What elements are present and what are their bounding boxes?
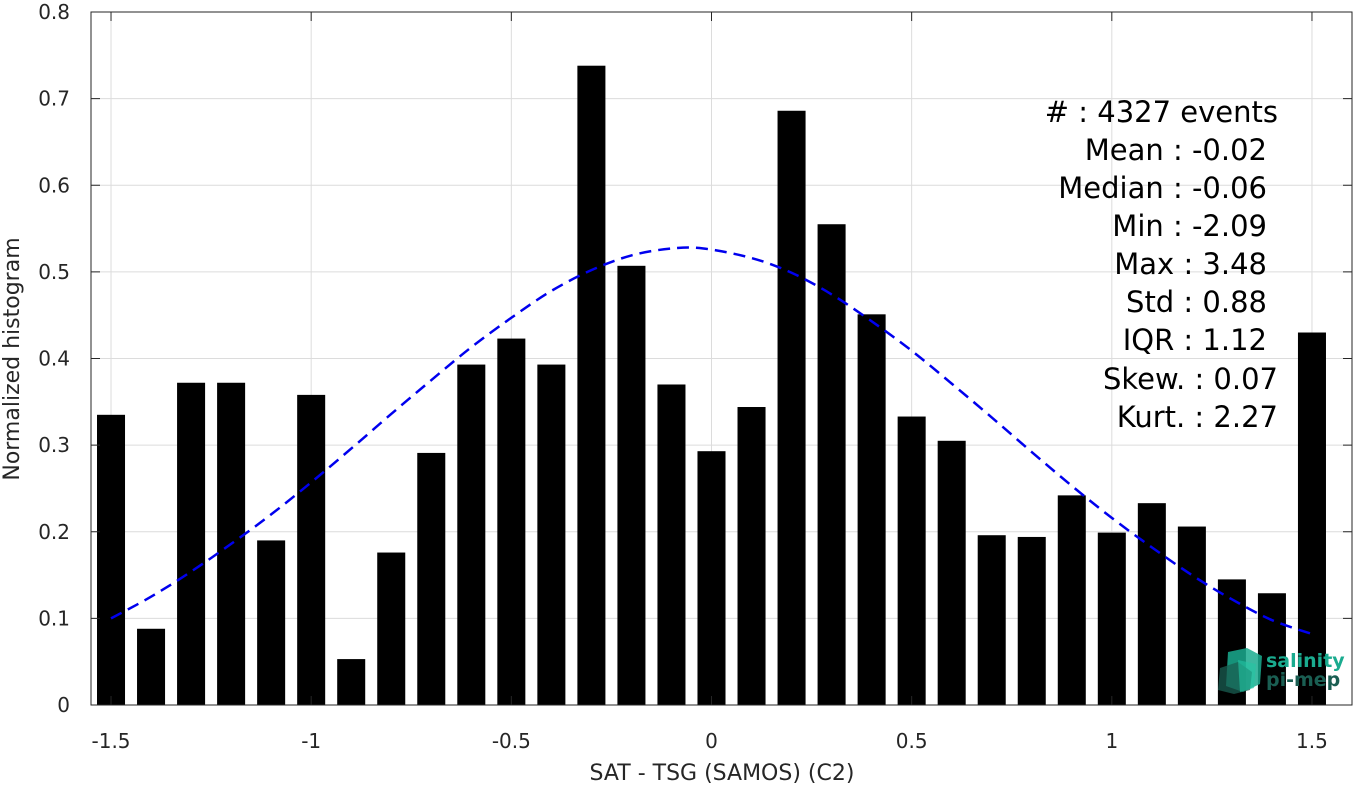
x-tick-labels: -1.5 -1 -0.5 0 0.5 1 1.5 xyxy=(92,729,1328,753)
histogram-bar xyxy=(977,535,1006,705)
y-tick-label: 0.7 xyxy=(38,87,70,111)
histogram-bar xyxy=(897,416,926,705)
x-tick-label: 0 xyxy=(705,729,718,753)
histogram-bar xyxy=(737,407,766,705)
histogram-bar xyxy=(777,110,806,705)
stat-iqr: IQR : 1.12 xyxy=(1123,323,1267,357)
histogram-bar xyxy=(657,384,686,705)
stat-events: # : 4327 events xyxy=(1045,95,1278,129)
y-tick-label: 0.4 xyxy=(38,347,70,371)
salinity-pi-mep-logo: salinity pi-mep xyxy=(1218,648,1345,694)
histogram-bar xyxy=(537,364,566,705)
histogram-bar xyxy=(817,224,846,705)
histogram-bar xyxy=(457,364,486,705)
histogram-bar xyxy=(297,394,326,705)
x-tick-label: 1 xyxy=(1105,729,1118,753)
y-tick-label: 0.2 xyxy=(38,520,70,544)
histogram-bar xyxy=(937,440,966,705)
logo-cube-icon xyxy=(1218,648,1262,694)
histogram-bar xyxy=(177,382,206,705)
histogram-bar xyxy=(857,314,886,705)
axis-ticks xyxy=(91,11,1352,706)
y-tick-labels: 0 0.1 0.2 0.3 0.4 0.5 0.6 0.7 0.8 xyxy=(38,0,70,717)
histogram-bar xyxy=(1297,332,1326,705)
histogram-bar xyxy=(97,414,126,705)
stat-kurt: Kurt. : 2.27 xyxy=(1117,400,1278,434)
y-tick-label: 0.6 xyxy=(38,173,70,197)
y-tick-label: 0.1 xyxy=(38,606,70,630)
histogram-bar xyxy=(1137,503,1166,705)
x-tick-label: -0.5 xyxy=(492,729,531,753)
histogram-bar xyxy=(417,452,446,705)
histogram-bar xyxy=(577,65,606,705)
y-tick-label: 0.3 xyxy=(38,433,70,457)
histogram-bar xyxy=(137,628,166,705)
y-axis-label: Normalized histogram xyxy=(0,237,25,480)
x-tick-label: 1.5 xyxy=(1296,729,1328,753)
stat-max: Max : 3.48 xyxy=(1114,247,1267,281)
histogram-bars xyxy=(97,65,1326,705)
stat-skew: Skew. : 0.07 xyxy=(1103,362,1278,396)
stat-mean: Mean : -0.02 xyxy=(1085,133,1267,167)
y-tick-label: 0 xyxy=(57,693,70,717)
stat-std: Std : 0.88 xyxy=(1126,285,1267,319)
histogram-bar xyxy=(697,451,726,705)
logo-text-pi-mep: pi-mep xyxy=(1266,669,1340,691)
histogram-bar xyxy=(497,338,526,705)
normal-fit-curve xyxy=(110,246,1313,636)
x-axis-label: SAT - TSG (SAMOS) (C2) xyxy=(590,761,855,785)
histogram-bar xyxy=(1017,536,1046,705)
histogram-bar xyxy=(1097,532,1126,705)
histogram-bar xyxy=(257,540,286,705)
logo-text-salinity: salinity xyxy=(1266,650,1345,672)
stats-box: # : 4327 events Mean : -0.02 Median : -0… xyxy=(1045,95,1278,434)
histogram-bar xyxy=(337,659,366,705)
x-tick-label: -1.5 xyxy=(92,729,131,753)
y-tick-label: 0.5 xyxy=(38,260,70,284)
x-tick-label: 0.5 xyxy=(896,729,928,753)
histogram-bar xyxy=(1057,495,1086,705)
histogram-bar xyxy=(1257,593,1286,705)
stat-min: Min : -2.09 xyxy=(1112,209,1267,243)
x-tick-label: -1 xyxy=(301,729,321,753)
stat-median: Median : -0.06 xyxy=(1058,171,1267,205)
histogram-bar xyxy=(617,265,646,705)
histogram-bar xyxy=(1177,526,1206,705)
y-tick-label: 0.8 xyxy=(38,0,70,24)
histogram-bar xyxy=(377,552,406,705)
